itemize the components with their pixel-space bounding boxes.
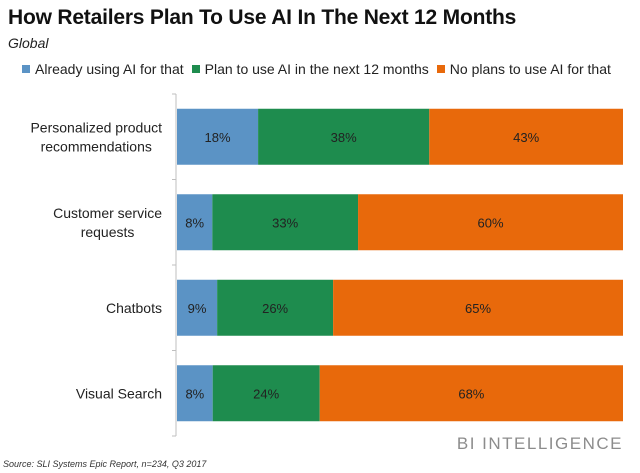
bar-value-label: 68% — [458, 386, 484, 401]
legend-swatch-plan — [191, 65, 200, 73]
bar-segment — [177, 279, 218, 336]
category-label-line: Personalized product — [30, 119, 162, 135]
bar-segment — [212, 194, 359, 251]
bar-value-label: 26% — [262, 301, 288, 316]
bar-segment — [258, 108, 430, 165]
brand-logo: BI INTELLIGENCE — [456, 434, 623, 453]
bar-value-label: 33% — [272, 215, 298, 230]
category-label: Chatbots — [106, 300, 162, 316]
bar-segment — [217, 279, 334, 336]
bar-value-label: 43% — [513, 130, 539, 145]
bar-segment — [177, 108, 259, 165]
category-label-line: Visual Search — [76, 385, 162, 401]
bar-segment — [429, 108, 623, 165]
bar-value-label: 38% — [331, 130, 357, 145]
bar-value-label: 8% — [185, 215, 204, 230]
legend-swatch-already — [22, 65, 30, 73]
bar-value-label: 24% — [253, 386, 279, 401]
category-label-line: Chatbots — [106, 300, 162, 316]
bar-segment — [358, 194, 623, 251]
legend-swatch-no-plans — [436, 65, 445, 73]
bar-value-label: 60% — [478, 215, 504, 230]
category-label-line: recommendations — [41, 138, 152, 154]
chart-title: How Retailers Plan To Use AI In The Next… — [8, 6, 517, 29]
legend-item-no-plans: No plans to use AI for that — [436, 61, 611, 77]
legend-label-plan: Plan to use AI in the next 12 months — [204, 61, 429, 77]
legend-label-already: Already using AI for that — [35, 61, 184, 77]
legend-item-plan: Plan to use AI in the next 12 months — [191, 61, 429, 77]
bar-segment — [177, 365, 213, 422]
bar-value-label: 65% — [465, 301, 491, 316]
legend-label-no-plans: No plans to use AI for that — [449, 61, 611, 77]
bar-value-label: 8% — [185, 386, 204, 401]
legend: Already using AI for that Plan to use AI… — [22, 61, 619, 77]
chart-subtitle: Global — [8, 35, 49, 51]
category-label: Visual Search — [76, 385, 162, 401]
bar-segment — [333, 279, 623, 336]
legend-item-already: Already using AI for that — [22, 61, 184, 77]
category-label-line: requests — [81, 224, 135, 240]
bar-segment — [319, 365, 623, 422]
bar-segment — [177, 194, 213, 251]
category-label: Personalized product recommendations — [30, 119, 162, 154]
bar-value-label: 18% — [205, 130, 231, 145]
source-note: Source: SLI Systems Epic Report, n=234, … — [3, 459, 207, 469]
bar-value-label: 9% — [188, 301, 207, 316]
category-label: Customer service requests — [53, 205, 162, 240]
bar-segment — [212, 365, 320, 422]
category-label-line: Customer service — [53, 205, 162, 221]
